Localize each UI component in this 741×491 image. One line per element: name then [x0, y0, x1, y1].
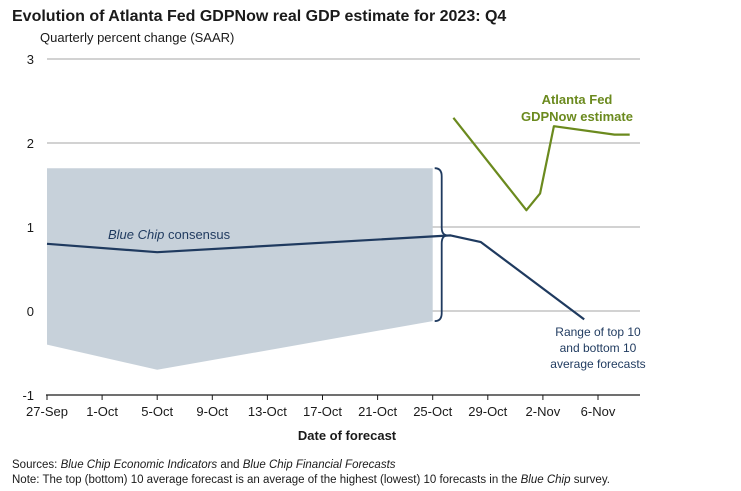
range-label: Range of top 10 [555, 325, 641, 339]
bluechip-consensus-line [46, 234, 585, 321]
sources-italic-2: Blue Chip Financial Forecasts [242, 459, 396, 471]
gdpnow-label: Atlanta Fed [542, 92, 613, 107]
chart-title: Evolution of Atlanta Fed GDPNow real GDP… [12, 8, 507, 25]
gdpnow-estimate-line [452, 117, 630, 212]
bluechip-label: Blue Chip consensus [108, 227, 231, 242]
x-tick-label: 29-Oct [468, 404, 507, 419]
bluechip-label-rest: consensus [164, 227, 230, 242]
y-tick-label: 0 [27, 304, 34, 319]
x-tick-label: 2-Nov [526, 404, 561, 419]
footnote: Note: The top (bottom) 10 average foreca… [12, 474, 610, 486]
bluechip-label-italic: Blue Chip [108, 227, 164, 242]
x-tick-label: 5-Oct [141, 404, 173, 419]
y-tick-label: 1 [27, 220, 34, 235]
chart-subtitle: Quarterly percent change (SAAR) [40, 30, 235, 45]
note-text-a: The top (bottom) 10 average forecast is … [42, 474, 521, 486]
range-label: and bottom 10 [560, 341, 637, 355]
x-axis-title: Date of forecast [298, 428, 397, 443]
x-tick-label: 25-Oct [413, 404, 452, 419]
range-bracket [434, 167, 448, 322]
x-tick-label: 13-Oct [248, 404, 287, 419]
note-text-b: survey. [570, 474, 610, 486]
x-tick-label: 9-Oct [196, 404, 228, 419]
x-tick-label: 27-Sep [26, 404, 68, 419]
sources-label: Sources: [12, 459, 61, 471]
gdpnow-label: GDPNow estimate [521, 109, 633, 124]
gdpnow-chart: -1 0 1 2 3 27-Sep 1-Oct 5-Oct 9-Oct 13-Oct 17-Oct 2… [22, 52, 645, 443]
note-italic: Blue Chip [520, 474, 571, 486]
range-label: average forecasts [550, 357, 645, 371]
note-label: Note: [12, 474, 43, 486]
y-tick-label: -1 [22, 388, 34, 403]
x-tick-label: 1-Oct [86, 404, 118, 419]
sources-note: Sources: Blue Chip Economic Indicators a… [12, 459, 396, 471]
sources-mid: and [217, 459, 243, 471]
x-tick-label: 17-Oct [303, 404, 342, 419]
range-band [47, 168, 433, 370]
y-tick-label: 2 [27, 136, 34, 151]
y-tick-label: 3 [27, 52, 34, 67]
x-tick-label: 6-Nov [581, 404, 616, 419]
axis-layer: -1 0 1 2 3 27-Sep 1-Oct 5-Oct 9-Oct 13-Oct 17-Oct 2… [22, 52, 640, 419]
x-tick-label: 21-Oct [358, 404, 397, 419]
sources-italic-1: Blue Chip Economic Indicators [60, 459, 218, 471]
